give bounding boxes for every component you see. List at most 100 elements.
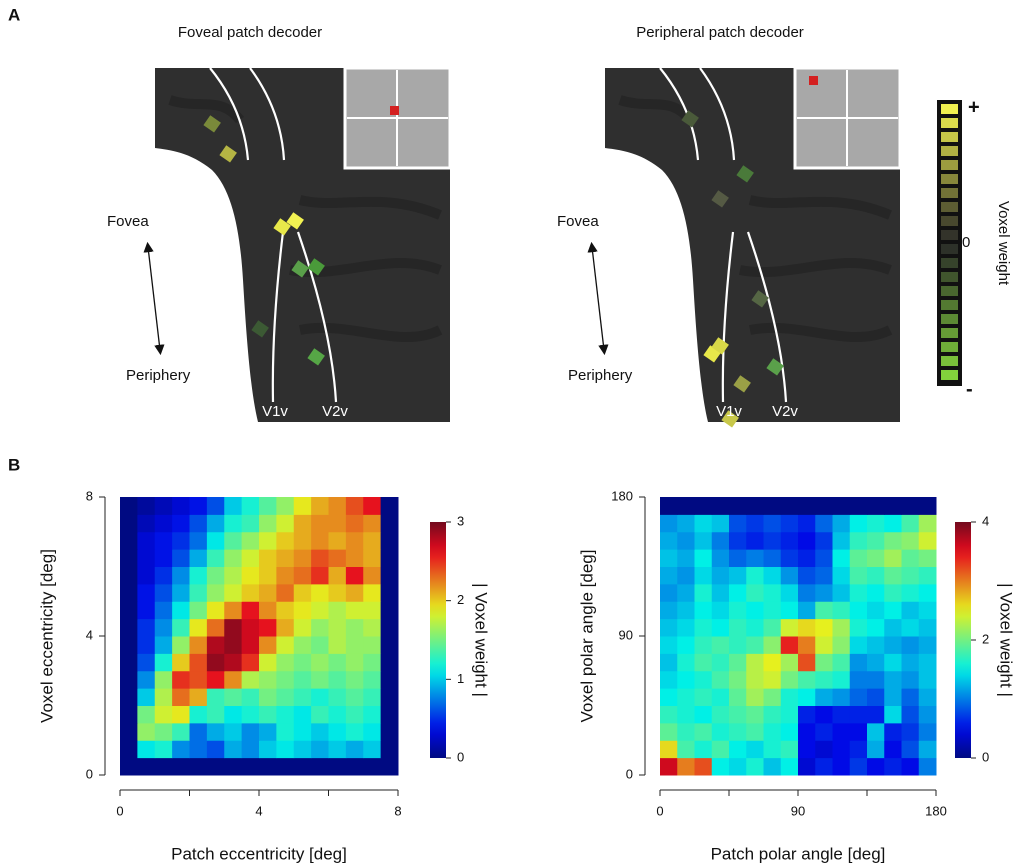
heatmap-cell bbox=[867, 601, 885, 619]
heatmap-chart: 048048Patch eccentricity [deg]Voxel ecce… bbox=[37, 488, 490, 863]
heatmap-cell bbox=[919, 706, 937, 724]
heatmap-cell bbox=[867, 723, 885, 741]
heatmap-cell bbox=[660, 497, 678, 515]
colorbar bbox=[955, 522, 971, 758]
stimulus-inset bbox=[345, 68, 450, 168]
heatmap-cell bbox=[155, 671, 173, 689]
heatmap-cell bbox=[781, 688, 799, 706]
heatmap-cell bbox=[207, 740, 225, 758]
heatmap-cell bbox=[190, 671, 208, 689]
heatmap-cell bbox=[798, 584, 816, 602]
heatmap-cell bbox=[259, 706, 277, 724]
heatmap-cell bbox=[677, 497, 695, 515]
heatmap-cell bbox=[660, 758, 678, 776]
heatmap-cell bbox=[207, 584, 225, 602]
heatmap-cell bbox=[695, 723, 713, 741]
heatmap-cell bbox=[746, 549, 764, 567]
fovea-label: Fovea bbox=[557, 213, 599, 230]
panel-title: Foveal patch decoder bbox=[178, 24, 322, 41]
heatmap-cell bbox=[781, 723, 799, 741]
heatmap-cell bbox=[798, 636, 816, 654]
heatmap-cell bbox=[729, 706, 747, 724]
heatmap-cell bbox=[884, 706, 902, 724]
heatmap-cell bbox=[833, 567, 851, 585]
colorbar-swatch bbox=[941, 202, 958, 212]
heatmap-cell bbox=[764, 688, 782, 706]
heatmap-cell bbox=[190, 584, 208, 602]
area-label: V2v bbox=[772, 403, 798, 420]
heatmap-cell bbox=[363, 584, 381, 602]
heatmap-cell bbox=[259, 497, 277, 515]
heatmap-cell bbox=[259, 758, 277, 776]
heatmap-cell bbox=[660, 619, 678, 637]
heatmap-cell bbox=[363, 688, 381, 706]
heatmap-cell bbox=[155, 601, 173, 619]
heatmap-cell bbox=[120, 497, 138, 515]
periphery-label: Periphery bbox=[568, 367, 633, 384]
heatmap-cell bbox=[190, 619, 208, 637]
heatmap-cell bbox=[137, 688, 155, 706]
heatmap-cell bbox=[381, 567, 399, 585]
heatmap-cell bbox=[695, 671, 713, 689]
heatmap-cell bbox=[207, 688, 225, 706]
heatmap-cell bbox=[137, 514, 155, 532]
heatmap-cell bbox=[311, 549, 329, 567]
heatmap-cell bbox=[919, 723, 937, 741]
heatmap-cell bbox=[781, 549, 799, 567]
heatmap-cell bbox=[919, 636, 937, 654]
heatmap-cell bbox=[276, 723, 294, 741]
heatmap-cell bbox=[712, 584, 730, 602]
heatmap-cell bbox=[677, 758, 695, 776]
heatmap-cell bbox=[746, 584, 764, 602]
heatmap-cell bbox=[833, 619, 851, 637]
heatmap-cell bbox=[677, 514, 695, 532]
heatmap-cell bbox=[746, 514, 764, 532]
heatmap-cell bbox=[884, 740, 902, 758]
heatmap-cell bbox=[224, 636, 242, 654]
heatmap-cell bbox=[919, 688, 937, 706]
heatmap-cell bbox=[346, 653, 364, 671]
panel-label: A bbox=[8, 5, 20, 24]
patch bbox=[390, 106, 399, 115]
heatmap-cell bbox=[902, 532, 920, 550]
heatmap-cell bbox=[120, 653, 138, 671]
heatmap-cell bbox=[764, 601, 782, 619]
stimulus-inset bbox=[795, 68, 900, 168]
heatmap-cell bbox=[919, 514, 937, 532]
heatmap-cell bbox=[729, 567, 747, 585]
heatmap-cell bbox=[276, 758, 294, 776]
heatmap-cell bbox=[155, 636, 173, 654]
heatmap-cell bbox=[884, 758, 902, 776]
heatmap-cell bbox=[346, 619, 364, 637]
heatmap-cell bbox=[884, 653, 902, 671]
heatmap-cell bbox=[712, 758, 730, 776]
heatmap-cell bbox=[294, 514, 312, 532]
heatmap-cell bbox=[190, 653, 208, 671]
heatmap-cell bbox=[781, 514, 799, 532]
area-label: V1v bbox=[262, 403, 288, 420]
heatmap-cell bbox=[850, 723, 868, 741]
heatmap-cell bbox=[695, 497, 713, 515]
heatmap-cell bbox=[677, 688, 695, 706]
heatmap-cell bbox=[346, 584, 364, 602]
heatmap-cell bbox=[276, 497, 294, 515]
heatmap-cell bbox=[381, 671, 399, 689]
heatmap-cell bbox=[363, 758, 381, 776]
heatmap-cell bbox=[815, 758, 833, 776]
heatmap-cell bbox=[381, 514, 399, 532]
heatmap-cell bbox=[919, 619, 937, 637]
colorbar-swatch bbox=[941, 342, 958, 352]
colorbar-swatch bbox=[941, 104, 958, 114]
heatmap-cell bbox=[155, 723, 173, 741]
heatmap-cell bbox=[190, 601, 208, 619]
heatmap-cell bbox=[729, 740, 747, 758]
heatmap-cell bbox=[902, 688, 920, 706]
heatmap-cell bbox=[381, 758, 399, 776]
heatmap-cell bbox=[798, 706, 816, 724]
heatmap-cell bbox=[660, 601, 678, 619]
heatmap-cell bbox=[798, 653, 816, 671]
heatmap-cell bbox=[155, 653, 173, 671]
periphery-label: Periphery bbox=[126, 367, 191, 384]
heatmap-cell bbox=[311, 723, 329, 741]
heatmap-cell bbox=[833, 514, 851, 532]
